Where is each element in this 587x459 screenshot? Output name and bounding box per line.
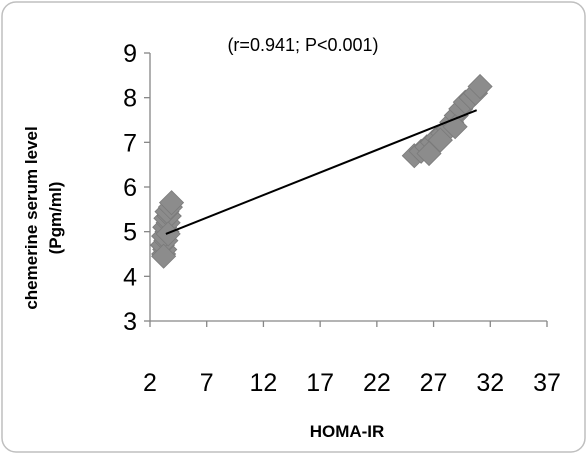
y-tick-label: 5 <box>123 219 137 247</box>
chart-annotation: (r=0.941; P<0.001) <box>227 35 378 55</box>
y-axis-title: chemerine serum level (Pgm/ml) <box>22 126 65 309</box>
x-tick-label: 22 <box>363 369 391 397</box>
x-tick-label: 2 <box>143 369 157 397</box>
y-axis-title-line2: (Pgm/ml) <box>46 182 65 255</box>
x-tick-label: 17 <box>306 369 334 397</box>
data-point <box>416 140 442 167</box>
x-axis-title: HOMA-IR <box>310 422 385 441</box>
x-tick-label: 12 <box>250 369 278 397</box>
y-tick-label: 7 <box>123 129 137 157</box>
trendline <box>165 109 478 235</box>
data-point <box>427 127 453 153</box>
y-tick-label: 4 <box>123 263 137 291</box>
x-tick-label: 37 <box>533 369 561 397</box>
y-tick-label: 3 <box>123 308 137 336</box>
data-point <box>467 73 493 100</box>
x-tick-label: 27 <box>420 369 448 397</box>
y-tick-label: 8 <box>123 85 137 113</box>
data-points <box>149 73 493 269</box>
y-axis-title-line1: chemerine serum level <box>22 126 41 309</box>
y-tick-label: 9 <box>123 40 137 68</box>
data-point <box>158 190 185 216</box>
data-point <box>151 243 177 269</box>
trendline-group <box>165 109 478 235</box>
x-tick-label: 7 <box>200 369 214 397</box>
x-tick-label: 32 <box>476 369 504 397</box>
y-tick-label: 6 <box>123 174 137 202</box>
